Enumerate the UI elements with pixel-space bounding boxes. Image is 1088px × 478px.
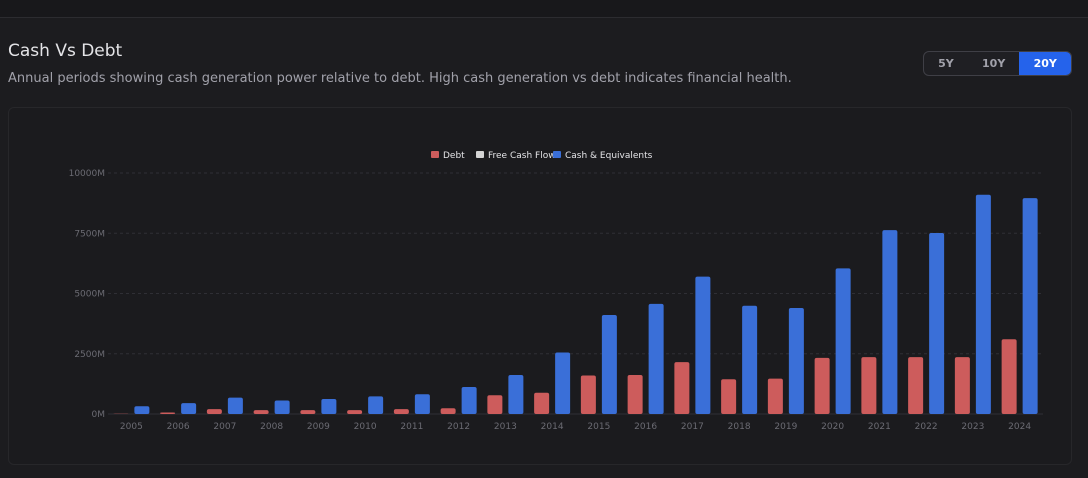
legend-label-free-cash-flow[interactable]: Free Cash Flow <box>488 151 556 161</box>
x-tick-label: 2016 <box>634 422 657 432</box>
bar-cash-2008[interactable] <box>274 400 290 414</box>
bar-debt-2023[interactable] <box>954 357 970 414</box>
bar-debt-2020[interactable] <box>814 357 830 414</box>
bar-cash-2010[interactable] <box>368 396 384 414</box>
x-tick-label: 2008 <box>260 422 283 432</box>
bar-cash-2011[interactable] <box>414 394 430 414</box>
bar-debt-2021[interactable] <box>861 357 877 414</box>
x-tick-label: 2024 <box>1008 422 1031 432</box>
bar-debt-2019[interactable] <box>767 378 783 414</box>
x-tick-label: 2023 <box>961 422 984 432</box>
x-tick-label: 2014 <box>541 422 564 432</box>
bar-debt-2010[interactable] <box>347 410 363 414</box>
cash-vs-debt-chart: 0M 2500M 5000M 7500M 10000M 2005 2006 2007 2008… <box>69 151 1043 432</box>
x-tick-label: 2010 <box>354 422 377 432</box>
top-bar <box>0 0 1088 18</box>
bar-cash-2021[interactable] <box>882 230 898 414</box>
bar-cash-2016[interactable] <box>648 303 664 414</box>
y-tick-label: 2500M <box>74 350 105 360</box>
bar-debt-2009[interactable] <box>300 410 316 414</box>
bar-cash-2019[interactable] <box>788 307 804 414</box>
x-tick-label: 2012 <box>447 422 470 432</box>
bar-cash-2015[interactable] <box>601 314 617 414</box>
x-tick-label: 2020 <box>821 422 844 432</box>
page-title: Cash Vs Debt <box>8 41 123 61</box>
chart-card: 0M 2500M 5000M 7500M 10000M 2005 2006 2007 2008… <box>8 107 1072 465</box>
x-tick-label: 2017 <box>681 422 704 432</box>
bar-debt-2006[interactable] <box>160 412 176 414</box>
y-tick-label: 0M <box>92 410 106 420</box>
legend-swatch-free-cash-flow[interactable] <box>476 151 484 158</box>
bar-debt-2015[interactable] <box>580 375 596 414</box>
bar-debt-2007[interactable] <box>206 409 222 414</box>
y-tick-label: 10000M <box>69 169 105 179</box>
range-5y-button[interactable]: 5Y <box>938 57 954 70</box>
bar-debt-2008[interactable] <box>253 410 269 414</box>
bar-cash-2024[interactable] <box>1022 198 1038 414</box>
page-subtitle: Annual periods showing cash generation p… <box>8 71 792 86</box>
bar-cash-2012[interactable] <box>461 387 477 414</box>
x-tick-label: 2021 <box>868 422 891 432</box>
bar-debt-2024[interactable] <box>1001 339 1017 414</box>
bar-cash-2009[interactable] <box>321 399 337 414</box>
legend-swatch-cash[interactable] <box>553 151 561 158</box>
x-tick-label: 2019 <box>774 422 797 432</box>
x-tick-label: 2006 <box>167 422 190 432</box>
bar-cash-2022[interactable] <box>929 233 945 414</box>
bar-cash-2007[interactable] <box>227 397 243 414</box>
bar-cash-2018[interactable] <box>742 305 758 414</box>
bar-debt-2014[interactable] <box>534 392 550 414</box>
bar-debt-2013[interactable] <box>487 395 503 414</box>
range-20y-button[interactable]: 20Y <box>1019 52 1071 75</box>
bar-cash-2014[interactable] <box>555 352 571 414</box>
bar-debt-2017[interactable] <box>674 362 690 414</box>
x-tick-label: 2007 <box>213 422 236 432</box>
x-tick-label: 2011 <box>400 422 423 432</box>
bar-cash-2013[interactable] <box>508 374 524 414</box>
x-tick-label: 2009 <box>307 422 330 432</box>
bar-cash-2023[interactable] <box>975 194 991 414</box>
bar-debt-2012[interactable] <box>440 408 456 414</box>
legend-swatch-debt[interactable] <box>431 151 439 158</box>
x-tick-label: 2015 <box>587 422 610 432</box>
y-tick-label: 5000M <box>74 290 105 300</box>
x-tick-label: 2005 <box>120 422 143 432</box>
range-10y-button[interactable]: 10Y <box>982 57 1006 70</box>
bar-debt-2018[interactable] <box>721 379 737 414</box>
x-tick-label: 2018 <box>728 422 751 432</box>
bar-cash-2017[interactable] <box>695 276 711 414</box>
legend-label-debt[interactable]: Debt <box>443 151 465 161</box>
x-tick-label: 2022 <box>915 422 938 432</box>
x-tick-label: 2013 <box>494 422 517 432</box>
legend-label-cash[interactable]: Cash & Equivalents <box>565 151 653 161</box>
y-tick-label: 7500M <box>74 229 105 239</box>
bar-debt-2016[interactable] <box>627 374 643 414</box>
bar-cash-2020[interactable] <box>835 268 851 414</box>
range-selector: 5Y 10Y 20Y <box>923 51 1072 76</box>
bar-cash-2005[interactable] <box>134 406 150 414</box>
bar-debt-2022[interactable] <box>908 357 924 414</box>
bar-debt-2011[interactable] <box>393 409 409 414</box>
bar-cash-2006[interactable] <box>181 403 197 414</box>
